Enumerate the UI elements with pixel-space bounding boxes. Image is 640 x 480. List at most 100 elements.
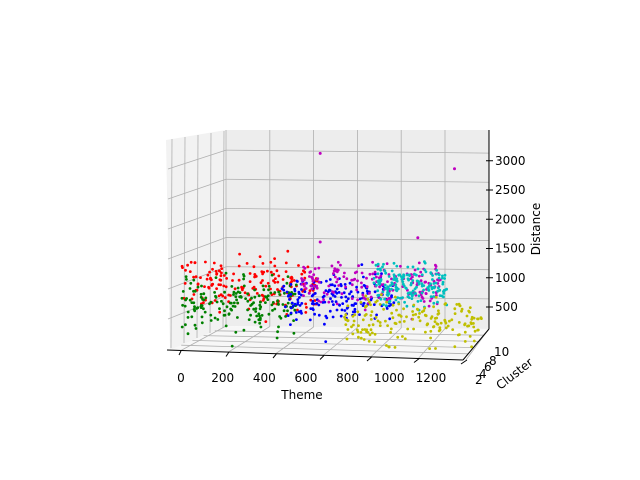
data-point-s4-83 xyxy=(420,284,424,288)
data-point-s1-13 xyxy=(267,288,270,292)
data-point-s3-95 xyxy=(308,291,311,295)
data-point-s5-138 xyxy=(344,323,348,326)
data-point-s2-63 xyxy=(388,317,392,321)
data-point-s0-171 xyxy=(210,283,214,286)
data-point-s2-161 xyxy=(348,281,352,285)
data-point-s3-135 xyxy=(423,280,427,284)
data-point-s0-64 xyxy=(276,280,280,284)
data-point-s5-14 xyxy=(414,313,418,316)
data-point-s5-45 xyxy=(350,325,353,329)
data-point-s4-159 xyxy=(432,286,436,290)
data-point-s0-104 xyxy=(253,273,257,276)
data-point-s5-115 xyxy=(437,312,441,315)
data-point-s0-162 xyxy=(308,289,312,293)
data-points xyxy=(180,151,483,350)
data-point-s4-167 xyxy=(376,294,380,297)
data-point-s2-27 xyxy=(296,280,299,283)
data-point-s1-16 xyxy=(180,325,184,329)
data-point-s1-74 xyxy=(285,281,289,285)
data-point-s5-159 xyxy=(432,305,435,309)
data-point-s2-149 xyxy=(293,289,297,293)
data-point-s2-42 xyxy=(355,285,358,289)
data-point-s1-31 xyxy=(202,292,206,296)
data-point-s5-153 xyxy=(468,335,472,338)
data-point-s5-147 xyxy=(344,318,348,321)
data-point-s4-87 xyxy=(375,284,378,287)
data-point-s4-67 xyxy=(395,289,399,293)
data-point-s5-26 xyxy=(391,303,395,307)
data-point-s5-103 xyxy=(366,331,370,334)
data-point-s2-171 xyxy=(286,314,290,317)
data-point-s4-5 xyxy=(398,296,402,300)
data-point-s2-80 xyxy=(335,308,339,312)
data-point-s2-17 xyxy=(324,289,328,292)
data-point-s5-161 xyxy=(393,295,397,299)
data-point-s1-41 xyxy=(200,321,204,325)
data-point-s1-85 xyxy=(257,294,261,298)
data-point-s4-57 xyxy=(414,292,417,295)
data-point-s2-101 xyxy=(331,315,335,319)
data-point-s3-153 xyxy=(335,280,338,284)
data-point-s2-128 xyxy=(298,304,302,307)
data-point-s4-91 xyxy=(441,282,445,286)
data-point-s1-178 xyxy=(264,301,267,304)
grid-line-y-floor-3 xyxy=(214,330,484,336)
data-point-s5-41 xyxy=(382,307,385,311)
data-point-s4-113 xyxy=(441,274,444,278)
data-point-s3-111 xyxy=(365,285,369,289)
data-point-s2-99 xyxy=(296,298,300,301)
data-point-s1-115 xyxy=(259,325,263,329)
data-point-s5-149 xyxy=(450,318,454,322)
data-point-s5-145 xyxy=(429,336,432,340)
data-point-s3-127 xyxy=(356,279,359,283)
data-point-s1-138 xyxy=(234,295,238,299)
data-point-s3-48 xyxy=(360,285,364,289)
data-point-s4-107 xyxy=(429,295,433,298)
x-tick-mark-1 xyxy=(225,352,230,357)
data-point-s4-154 xyxy=(420,273,424,277)
data-point-s2-173 xyxy=(296,301,300,304)
data-point-s1-132 xyxy=(184,275,188,278)
data-point-s3-57 xyxy=(317,266,321,270)
data-point-s4-30 xyxy=(406,292,410,295)
grid-line-z-side-3 xyxy=(167,208,227,230)
data-point-s4-168 xyxy=(430,287,434,291)
data-point-s5-40 xyxy=(397,313,401,317)
data-point-s2-47 xyxy=(334,300,338,304)
data-point-s1-127 xyxy=(286,309,289,313)
data-point-s5-59 xyxy=(389,331,392,334)
data-point-s5-31 xyxy=(411,313,415,317)
data-point-s2-81 xyxy=(312,302,316,306)
data-point-s5-108 xyxy=(439,321,443,325)
data-point-s3-31 xyxy=(317,255,320,259)
data-point-s5-95 xyxy=(357,324,360,327)
data-point-s2-45 xyxy=(385,307,389,310)
data-point-s0-137 xyxy=(219,274,223,278)
data-point-s4-121 xyxy=(379,268,382,272)
z-tick-labels: 500 1000 1500 2000 2500 3000 xyxy=(486,154,526,314)
data-point-s2-89 xyxy=(346,297,350,301)
data-point-s5-157 xyxy=(476,328,480,332)
data-point-s1-112 xyxy=(267,284,271,288)
data-point-s5-33 xyxy=(369,318,373,321)
data-point-s0-38 xyxy=(245,262,249,265)
data-point-s0-125 xyxy=(262,294,265,298)
data-point-s4-18 xyxy=(394,283,398,286)
data-point-s0-153 xyxy=(266,269,269,273)
data-point-s4-120 xyxy=(394,285,398,289)
data-point-s0-39 xyxy=(227,293,231,297)
data-point-s0-65 xyxy=(284,261,288,265)
data-point-s3-77 xyxy=(312,273,316,277)
data-point-s3-54 xyxy=(330,264,334,268)
data-point-s4-136 xyxy=(395,277,399,281)
data-point-s3-175 xyxy=(312,284,316,288)
data-point-s3-89 xyxy=(379,274,383,278)
grid-line-z-side-5 xyxy=(167,149,227,170)
data-point-s5-29 xyxy=(418,319,422,323)
data-point-s4-98 xyxy=(429,272,433,275)
data-point-s4-122 xyxy=(407,296,411,299)
data-point-s5-168 xyxy=(356,310,360,314)
data-point-s2-168 xyxy=(287,294,290,298)
data-point-s2-136 xyxy=(343,309,347,312)
